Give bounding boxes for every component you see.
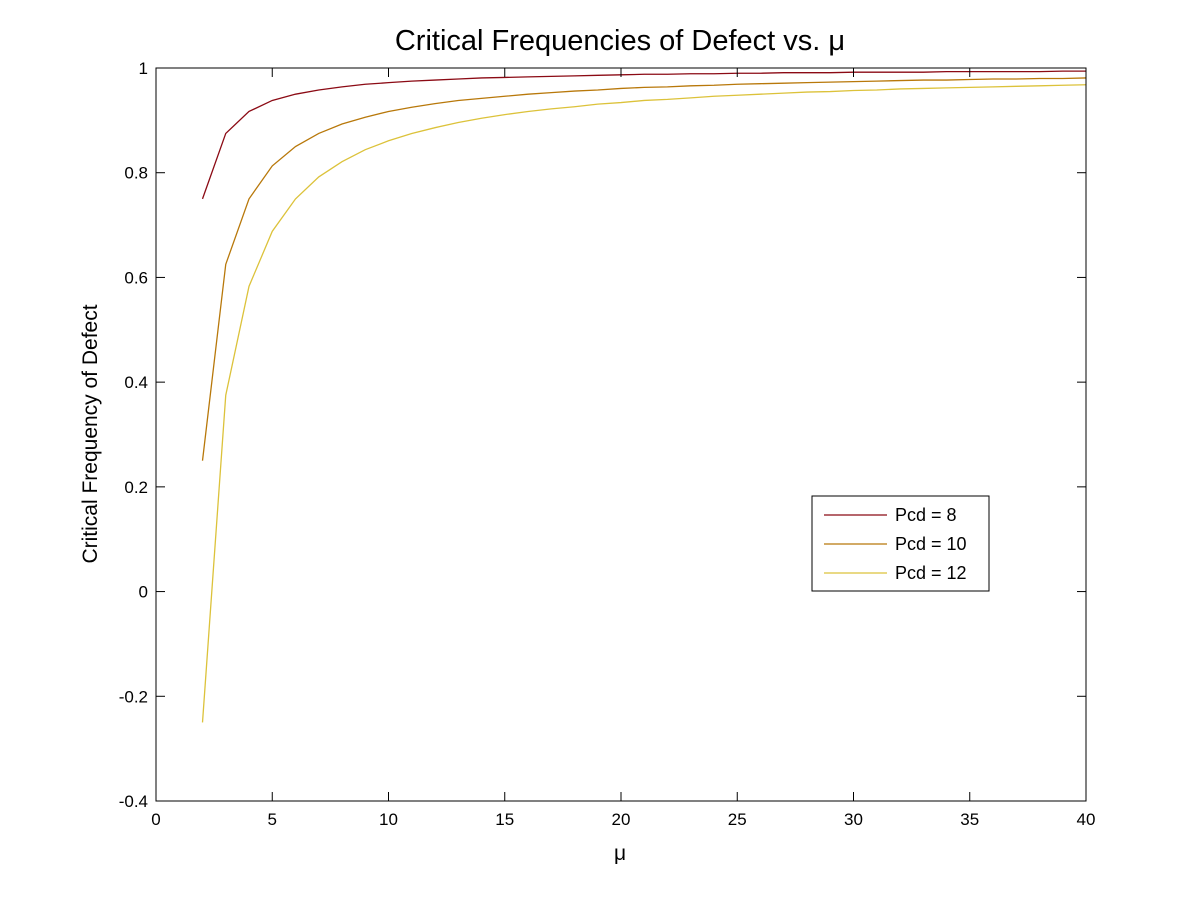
- x-tick-label: 25: [728, 810, 747, 829]
- y-tick-label: 0: [139, 583, 148, 602]
- series-line-2: [201, 77, 1087, 461]
- chart-title: Critical Frequencies of Defect vs. μ: [395, 25, 845, 57]
- ticks-layer: 0 5 10 15 20 25 30 35 40 -0.4 -0.2 0 0.2 0.4 0.6 0.8 1: [119, 59, 1096, 829]
- x-tick-label: 15: [495, 810, 514, 829]
- x-tick-label: 30: [844, 810, 863, 829]
- legend-label-2: Pcd = 10: [895, 534, 967, 554]
- x-axis-label: μ: [614, 842, 626, 865]
- legend-label-3: Pcd = 12: [895, 563, 967, 583]
- y-tick-label: 0.8: [124, 164, 148, 183]
- y-tick-label: 0.4: [124, 373, 148, 392]
- series-line-3: [201, 84, 1087, 723]
- legend: Pcd = 8 Pcd = 10 Pcd = 12: [811, 495, 990, 592]
- y-tick-label: 0.2: [124, 478, 148, 497]
- y-axis-label: Critical Frequency of Defect: [79, 304, 102, 563]
- legend-label-1: Pcd = 8: [895, 505, 957, 525]
- y-tick-label: 0.6: [124, 268, 148, 287]
- y-tick-label: -0.2: [119, 687, 148, 706]
- x-tick-label: 0: [151, 810, 160, 829]
- series-layer: [201, 70, 1087, 723]
- series-line-1: [201, 70, 1086, 200]
- x-tick-label: 5: [268, 810, 277, 829]
- plot-area: [156, 68, 1086, 801]
- y-tick-label: 1: [139, 59, 148, 78]
- y-tick-label: -0.4: [119, 792, 148, 811]
- x-tick-label: 35: [960, 810, 979, 829]
- x-tick-label: 20: [612, 810, 631, 829]
- x-tick-label: 40: [1077, 810, 1096, 829]
- x-tick-label: 10: [379, 810, 398, 829]
